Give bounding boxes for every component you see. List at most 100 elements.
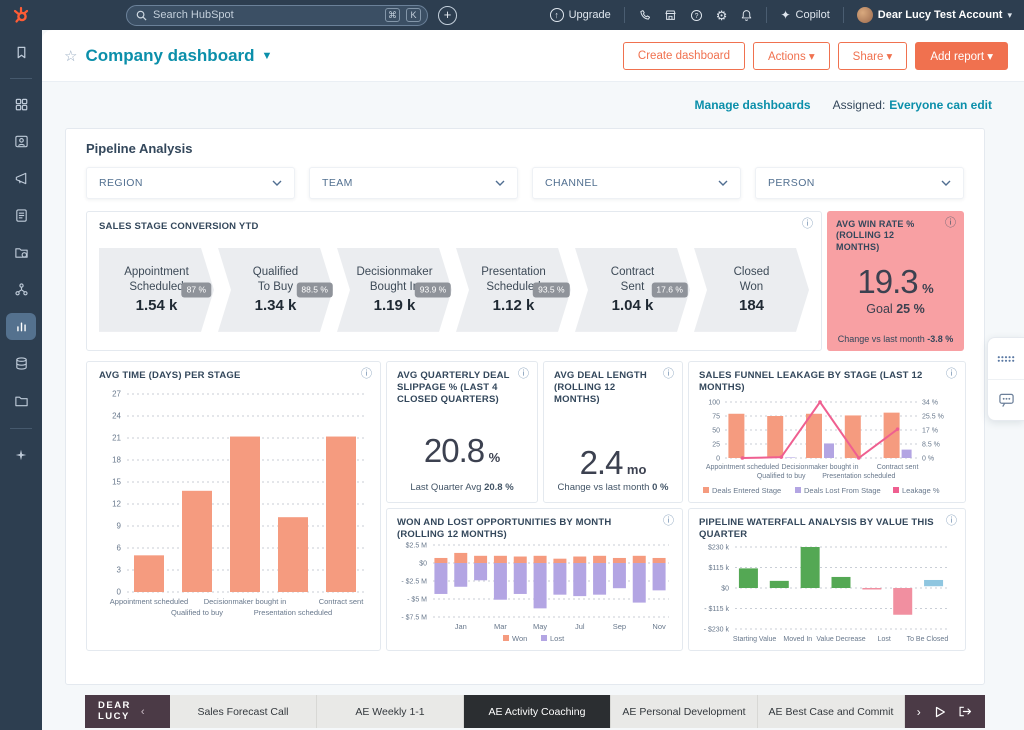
funnel-title: SALES STAGE CONVERSION YTD — [99, 221, 809, 233]
create-dashboard-button[interactable]: Create dashboard — [623, 42, 745, 70]
sidebar-item-bookmarks[interactable] — [6, 39, 36, 66]
filter-row: REGION TEAM CHANNEL PERSON — [86, 167, 964, 199]
pipeline-waterfall-card: PIPELINE WATERFALL ANALYSIS BY VALUE THI… — [688, 508, 966, 651]
info-icon[interactable]: ⓘ — [663, 369, 674, 380]
win-rate-title: AVG WIN RATE % (ROLLING 12 MONTHS) — [836, 219, 955, 253]
info-icon[interactable]: ⓘ — [518, 369, 529, 380]
help-icon[interactable]: ? — [690, 9, 703, 22]
svg-text:Presentation scheduled: Presentation scheduled — [254, 608, 332, 617]
svg-text:$2.5 M: $2.5 M — [406, 542, 428, 549]
bottom-tab[interactable]: AE Best Case and Commit — [758, 695, 905, 728]
sidebar-item-ai-sparkle-icon[interactable] — [6, 441, 36, 468]
win-rate-value: 19.3 — [857, 263, 917, 300]
win-rate-change: Change vs last month -3.8 % — [827, 334, 964, 344]
dashboard-title-caret-icon[interactable]: ▼ — [262, 50, 273, 62]
manage-dashboards-link[interactable]: Manage dashboards — [695, 98, 811, 112]
settings-gear-icon[interactable]: ⚙ — [716, 9, 728, 22]
svg-text:Nov: Nov — [652, 622, 666, 631]
export-icon[interactable] — [958, 705, 973, 718]
phone-icon[interactable] — [638, 9, 651, 22]
svg-text:May: May — [533, 622, 547, 631]
search-placeholder: Search HubSpot — [153, 9, 379, 21]
assigned-value-link[interactable]: Everyone can edit — [889, 98, 992, 112]
chevron-down-icon — [941, 180, 951, 186]
info-icon[interactable]: ⓘ — [663, 516, 674, 527]
dashboard-content: Manage dashboards Assigned:Everyone can … — [42, 82, 1024, 730]
svg-text:Decisionmaker bought in: Decisionmaker bought in — [781, 464, 858, 471]
svg-text:$0: $0 — [721, 585, 729, 592]
svg-text:Value Decrease: Value Decrease — [816, 636, 865, 643]
svg-text:Deals Lost From Stage: Deals Lost From Stage — [804, 486, 881, 495]
info-icon[interactable]: ⓘ — [946, 516, 957, 527]
share-button[interactable]: Share ▾ — [838, 42, 908, 70]
copilot-button[interactable]: ✦ Copilot — [780, 8, 829, 22]
svg-text:Contract sent: Contract sent — [877, 464, 919, 471]
filter-dropdown-channel[interactable]: CHANNEL — [532, 167, 741, 199]
actions-button[interactable]: Actions ▾ — [753, 42, 830, 70]
svg-text:0: 0 — [117, 587, 122, 596]
widget-dots-grid-icon[interactable] — [988, 338, 1024, 379]
filter-dropdown-region[interactable]: REGION — [86, 167, 295, 199]
deal-length-value: 2.4 — [580, 444, 623, 481]
svg-text:0 %: 0 % — [922, 455, 934, 462]
svg-text:100: 100 — [708, 399, 720, 406]
conversion-badge: 93.5 % — [533, 282, 569, 297]
favorite-star-icon[interactable]: ☆ — [64, 47, 77, 65]
bottom-tab[interactable]: Sales Forecast Call — [170, 695, 317, 728]
sidebar-item-reporting[interactable] — [6, 313, 36, 340]
dear-lucy-bottom-bar: DEARLUCY ‹ Sales Forecast CallAE Weekly … — [85, 695, 985, 728]
chevron-right-icon[interactable]: › — [917, 705, 921, 719]
marketplace-icon[interactable] — [664, 9, 677, 22]
sidebar-item-workspace[interactable] — [6, 91, 36, 118]
k-key: K — [406, 8, 421, 22]
svg-text:0: 0 — [716, 455, 720, 462]
svg-text:$230 k: $230 k — [708, 544, 730, 551]
pipeline-analysis-panel: Pipeline Analysis REGIONTEAMCHANNELPERSO… — [65, 128, 985, 685]
svg-text:Jul: Jul — [575, 622, 585, 631]
filter-dropdown-person[interactable]: PERSON — [755, 167, 964, 199]
bottom-tab[interactable]: AE Personal Development — [611, 695, 758, 728]
sidebar-item-library[interactable] — [6, 387, 36, 414]
page: Search HubSpot ⌘ K + ↑ Upgrade ? ⚙ — [0, 0, 1024, 730]
svg-text:27: 27 — [112, 389, 121, 398]
bottom-tab[interactable]: AE Activity Coaching — [464, 695, 611, 728]
widget-chat-icon[interactable] — [988, 379, 1024, 420]
won-lost-chart: $2.5 M$0- $2.5 M- $5 M- $7.5 MJanMarMayJ… — [397, 541, 674, 645]
info-icon[interactable]: ⓘ — [361, 369, 372, 380]
sidebar-item-crm[interactable] — [6, 128, 36, 155]
avg-win-rate-card: AVG WIN RATE % (ROLLING 12 MONTHS) ⓘ 19.… — [827, 211, 964, 351]
info-icon[interactable]: ⓘ — [945, 218, 956, 229]
dashboard-title[interactable]: Company dashboard — [85, 46, 254, 66]
sidebar-item-commerce[interactable] — [6, 239, 36, 266]
quick-add-button[interactable]: + — [438, 6, 457, 25]
sidebar-item-marketing[interactable] — [6, 165, 36, 192]
account-menu[interactable]: Dear Lucy Test Account ▾ — [857, 7, 1012, 23]
sidebar-item-data[interactable] — [6, 350, 36, 377]
chevron-left-icon[interactable]: ‹ — [141, 706, 145, 718]
bottom-tab[interactable]: AE Weekly 1-1 — [317, 695, 464, 728]
svg-text:Lost: Lost — [878, 636, 891, 643]
search-input[interactable]: Search HubSpot ⌘ K — [126, 5, 428, 26]
sidebar-item-automations[interactable] — [6, 276, 36, 303]
info-icon[interactable]: ⓘ — [946, 369, 957, 380]
filter-dropdown-team[interactable]: TEAM — [309, 167, 518, 199]
svg-text:Contract sent: Contract sent — [319, 597, 365, 606]
play-icon[interactable] — [933, 705, 947, 719]
hubspot-logo-icon[interactable] — [10, 4, 32, 26]
sales-stage-conversion-card: SALES STAGE CONVERSION YTD ⓘ Appointment… — [86, 211, 822, 351]
notifications-bell-icon[interactable] — [740, 9, 753, 22]
add-report-button[interactable]: Add report ▾ — [915, 42, 1008, 70]
sidebar-item-content[interactable] — [6, 202, 36, 229]
svg-text:18: 18 — [112, 455, 121, 464]
main-area: ☆ Company dashboard ▼ Create dashboard A… — [42, 30, 1024, 730]
svg-text:- $230 k: - $230 k — [704, 626, 730, 633]
upgrade-button[interactable]: ↑ Upgrade — [550, 8, 611, 22]
info-icon[interactable]: ⓘ — [802, 219, 813, 230]
won-lost-opportunities-card: WON AND LOST OPPORTUNITIES BY MONTH (ROL… — [386, 508, 683, 651]
svg-text:50: 50 — [712, 427, 720, 434]
bottom-tabs: Sales Forecast CallAE Weekly 1-1AE Activ… — [170, 695, 905, 728]
waterfall-chart: $230 k$115 k$0- $115 k- $230 kStarting V… — [699, 541, 955, 651]
svg-text:?: ? — [694, 12, 698, 19]
dear-lucy-logo[interactable]: DEARLUCY ‹ — [85, 695, 170, 728]
svg-text:34 %: 34 % — [922, 399, 938, 406]
